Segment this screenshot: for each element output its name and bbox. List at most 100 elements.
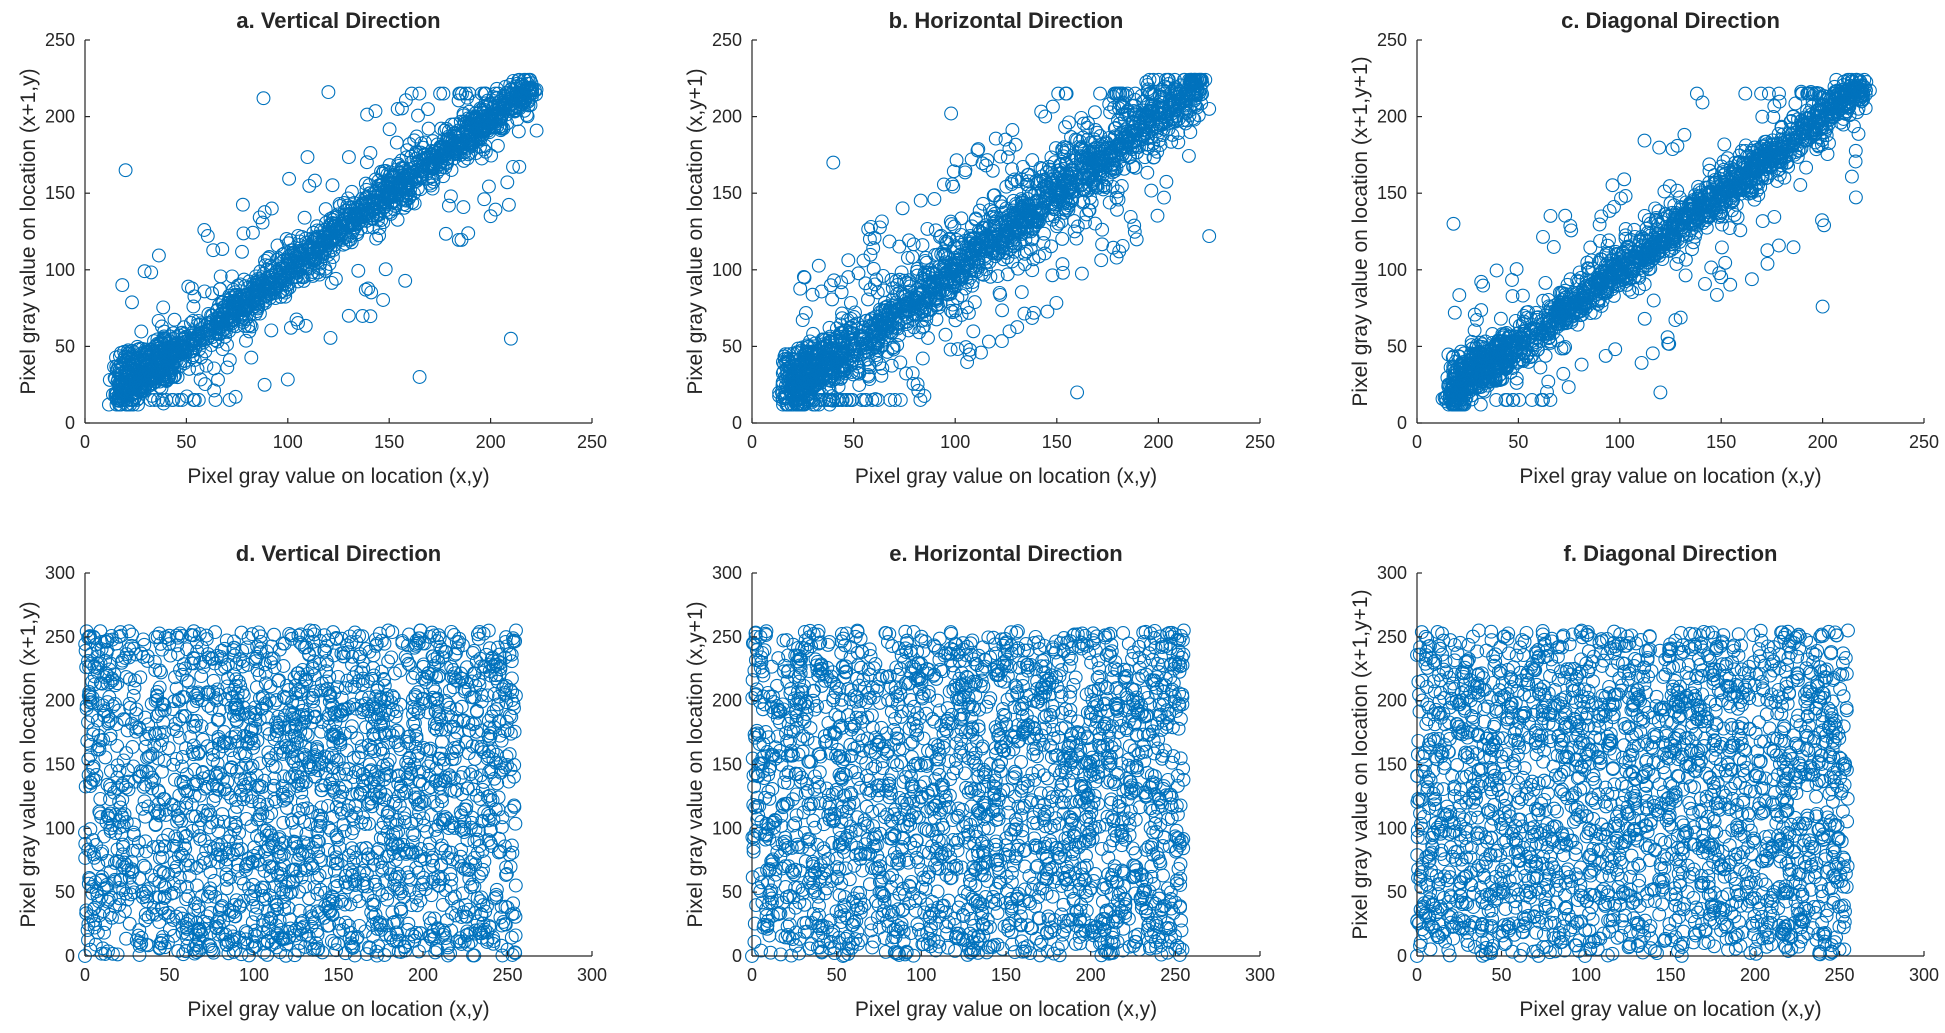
scatter-point	[510, 112, 525, 127]
scatter-point	[143, 393, 158, 407]
scatter-point	[476, 109, 491, 124]
scatter-point	[264, 201, 279, 216]
scatter-point	[496, 121, 511, 136]
scatter-point	[798, 306, 813, 320]
scatter-point	[239, 333, 253, 348]
scatter-point	[198, 344, 213, 359]
y-tick-label: 200	[45, 107, 75, 127]
scatter-point	[399, 188, 414, 203]
scatter-point	[303, 250, 318, 264]
scatter-point	[180, 337, 195, 352]
scatter-point	[213, 269, 228, 284]
scatter-point	[151, 248, 166, 263]
scatter-point	[211, 372, 225, 387]
scatter-point	[1583, 240, 1598, 255]
scatter-point	[1144, 183, 1159, 198]
scatter-point	[1159, 174, 1174, 189]
scatter-point	[505, 87, 520, 102]
y-tick-label: 0	[732, 413, 742, 433]
y-tick-label: 150	[712, 183, 742, 203]
scatter-point	[325, 178, 340, 193]
scatter-point	[341, 220, 356, 235]
scatter-point	[1094, 253, 1109, 268]
x-axis-label: Pixel gray value on location (x,y)	[187, 465, 489, 488]
scatter-point	[212, 282, 227, 297]
scatter-point	[208, 393, 223, 407]
scatter-point	[332, 196, 347, 211]
x-tick-label: 50	[844, 432, 864, 452]
scatter-point	[1055, 231, 1070, 246]
scatter-point	[1670, 183, 1685, 198]
scatter-point	[1049, 295, 1064, 310]
scatter-point	[460, 151, 475, 166]
scatter-point	[256, 91, 271, 106]
scatter-point	[913, 393, 928, 407]
scatter-point	[183, 316, 198, 330]
scatter-point	[344, 184, 359, 199]
scatter-point	[273, 262, 288, 277]
scatter-point	[506, 159, 520, 174]
scatter-point	[428, 150, 443, 165]
scatter-point	[456, 136, 471, 150]
scatter-point	[289, 269, 303, 284]
scatter-point	[994, 334, 1009, 349]
scatter-point	[292, 237, 307, 252]
scatter-point	[512, 159, 527, 174]
scatter-point	[1070, 385, 1085, 400]
scatter-point	[376, 293, 391, 307]
scatter-point	[261, 280, 275, 294]
scatter-point	[451, 93, 466, 108]
scatter-point	[240, 280, 255, 295]
scatter-point	[1074, 266, 1089, 281]
scatter-point	[321, 85, 336, 100]
scatter-point	[477, 102, 492, 117]
scatter-point	[1715, 217, 1729, 232]
scatter-point	[905, 249, 920, 264]
scatter-point	[347, 218, 362, 232]
scatter-point	[995, 303, 1010, 318]
scatter-point	[360, 107, 375, 122]
y-tick-label: 100	[712, 260, 742, 280]
scatter-point	[795, 313, 810, 328]
scatter-point	[497, 98, 511, 113]
scatter-point	[404, 149, 419, 164]
y-tick-label: 50	[722, 336, 742, 356]
scatter-point	[412, 86, 427, 101]
scatter-point	[277, 276, 292, 291]
scatter-point	[439, 121, 454, 136]
scatter-point	[438, 226, 453, 241]
scatter-point	[1473, 397, 1488, 412]
scatter-point	[328, 271, 343, 286]
scatter-point	[297, 210, 312, 225]
scatter-point	[477, 192, 492, 207]
scatter-point	[355, 309, 370, 323]
scatter-points-b	[772, 72, 1217, 412]
scatter-point	[841, 253, 856, 268]
scatter-point	[949, 153, 964, 168]
scatter-point	[474, 86, 489, 101]
scatter-point	[447, 134, 462, 149]
scatter-point	[291, 316, 305, 330]
y-tick-label: 200	[712, 107, 742, 127]
scatter-point	[155, 393, 170, 407]
scatter-point	[826, 155, 841, 170]
scatter-point	[485, 100, 500, 115]
y-tick-label: 50	[55, 336, 75, 356]
scatter-point	[199, 358, 214, 373]
scatter-point	[421, 102, 435, 117]
scatter-point	[252, 306, 267, 321]
scatter-point	[318, 202, 333, 217]
scatter-point	[363, 309, 378, 324]
scatter-point	[300, 150, 315, 165]
scatter-point	[505, 96, 520, 111]
scatter-point	[960, 355, 975, 370]
scatter-point	[359, 182, 374, 197]
scatter-point	[151, 393, 165, 407]
scatter-point	[340, 198, 355, 213]
scatter-point	[378, 262, 393, 277]
scatter-point	[350, 227, 365, 242]
scatter-point	[257, 377, 272, 392]
scatter-points-a	[101, 72, 544, 412]
